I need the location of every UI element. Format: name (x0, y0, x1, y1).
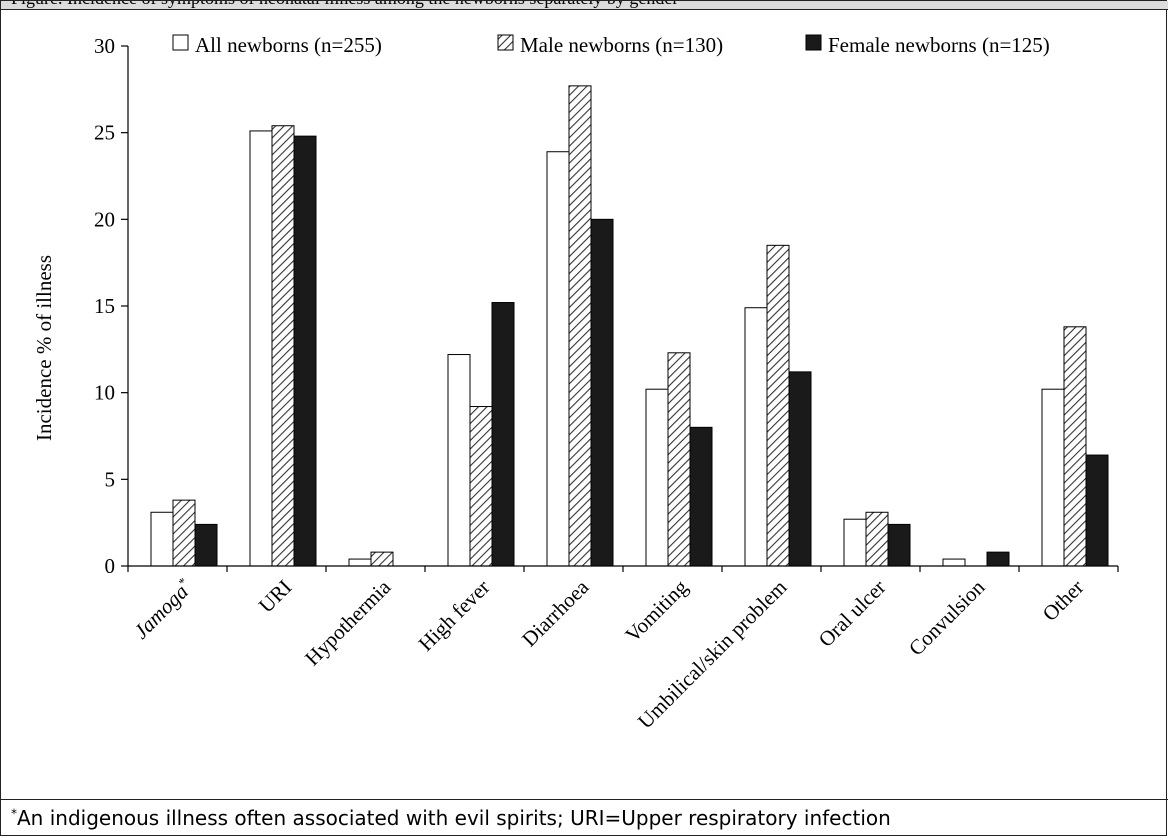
bar-diarrhoea-all-newborns (546, 151, 570, 567)
bar-oral-ulcer-all-newborns (843, 518, 867, 567)
bar-umbilical-skin-problem-male-newborns (766, 244, 790, 567)
y-tick-label: 30 (94, 34, 115, 58)
bar-jamoga-male-newborns (172, 499, 196, 567)
y-tick-label: 20 (94, 207, 115, 231)
legend-swatch (172, 34, 189, 51)
y-tick-label: 5 (105, 467, 116, 491)
bar-umbilical-skin-problem-all-newborns (744, 307, 768, 567)
bar-hypothermia-all-newborns (348, 558, 372, 567)
bar-chart: 0 5 10 15 20 25 30 Jamoga* URI Hypothermia High fe… (32, 33, 1119, 733)
y-tick-label: 10 (94, 381, 115, 405)
y-axis-title: Incidence % of illness (32, 255, 56, 441)
figure-caption-bar: Figure. Incidence of symptoms of neonata… (1, 1, 1168, 10)
footnote-marker: * (11, 806, 17, 821)
x-tick-label-convulsion: Convulsion (904, 575, 990, 661)
bar-umbilical-skin-problem-female-newborns (788, 371, 812, 567)
bar-uri-female-newborns (293, 135, 317, 567)
x-tick-label-diarrhoea: Diarrhoea (517, 574, 594, 651)
legend-swatch (805, 34, 822, 51)
legend-item-male-newborns: Male newborns (n=130) (497, 33, 723, 57)
y-tick-label: 15 (94, 294, 115, 318)
y-tick-label: 0 (105, 554, 116, 578)
bar-other-female-newborns (1085, 454, 1109, 567)
x-tick-label-hypothermia: Hypothermia (300, 574, 396, 670)
bar-vomiting-all-newborns (645, 388, 669, 567)
bar-oral-ulcer-female-newborns (887, 523, 911, 567)
figure-caption: Figure. Incidence of symptoms of neonata… (11, 1, 678, 9)
legend-item-female-newborns: Female newborns (n=125) (805, 33, 1050, 57)
bar-hypothermia-male-newborns (370, 551, 394, 567)
legend-swatch (497, 34, 514, 51)
x-tick-label-vomiting: Vomiting (620, 575, 692, 647)
legend-item-all-newborns: All newborns (n=255) (172, 33, 382, 57)
bar-convulsion-female-newborns (986, 551, 1010, 567)
bar-high-fever-female-newborns (491, 302, 515, 567)
legend-label: Female newborns (n=125) (828, 33, 1050, 57)
y-tick-label: 25 (94, 121, 115, 145)
bar-oral-ulcer-male-newborns (865, 511, 889, 567)
bar-high-fever-male-newborns (469, 406, 493, 567)
footnote-bar: *An indigenous illness often associated … (1, 799, 1168, 837)
bar-convulsion-all-newborns (942, 558, 966, 567)
x-tick-label-oral-ulcer: Oral ulcer (814, 575, 891, 652)
bar-high-fever-all-newborns (447, 354, 471, 567)
bar-jamoga-all-newborns (150, 511, 174, 567)
x-tick-label-high-fever: High fever (414, 575, 495, 656)
bar-other-male-newborns (1063, 326, 1087, 567)
bar-vomiting-male-newborns (667, 352, 691, 567)
legend-label: All newborns (n=255) (195, 33, 382, 57)
bar-diarrhoea-female-newborns (590, 218, 614, 567)
x-tick-label-uri: URI (254, 575, 297, 618)
bar-uri-all-newborns (249, 130, 273, 567)
bar-vomiting-female-newborns (689, 426, 713, 567)
x-tick-label-jamoga: Jamoga* (128, 574, 197, 643)
bar-other-all-newborns (1041, 388, 1065, 567)
x-tick-label-other: Other (1038, 575, 1089, 626)
bar-uri-male-newborns (271, 125, 295, 567)
bar-jamoga-female-newborns (194, 523, 218, 567)
bar-diarrhoea-male-newborns (568, 85, 592, 567)
footnote-text: An indigenous illness often associated w… (17, 806, 891, 830)
legend-label: Male newborns (n=130) (520, 33, 723, 57)
footnote: *An indigenous illness often associated … (11, 806, 891, 830)
